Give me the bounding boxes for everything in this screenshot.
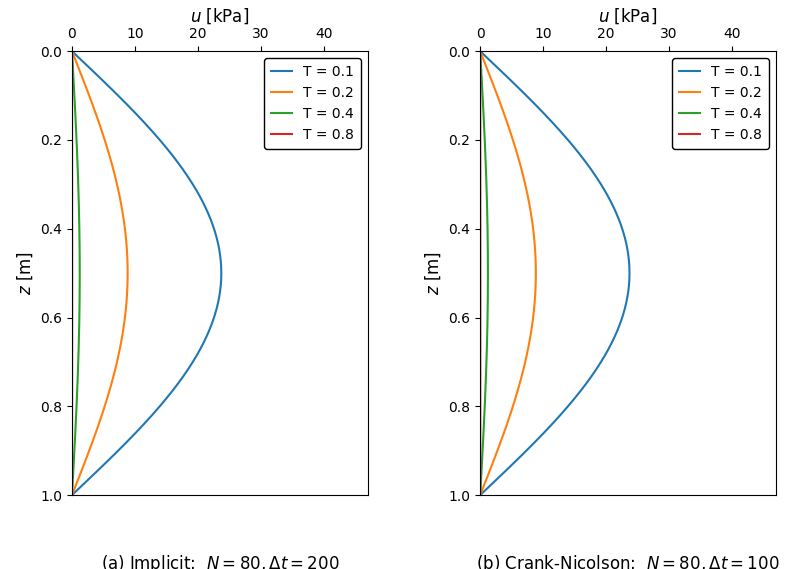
T = 0.4 — [475, 492, 485, 498]
T = 0.2 — [120, 227, 130, 234]
T = 0.2 — [488, 459, 498, 466]
T = 0.2 — [530, 242, 539, 249]
T = 0.4 — [475, 48, 485, 55]
Line: T = 0.2: T = 0.2 — [480, 51, 536, 495]
T = 0.1 — [601, 351, 610, 358]
T = 0.2 — [67, 492, 77, 498]
T = 0.2 — [114, 351, 123, 358]
T = 0.1 — [102, 459, 111, 466]
X-axis label: $u$ [kPa]: $u$ [kPa] — [598, 7, 658, 26]
T = 0.4 — [69, 459, 78, 466]
T = 0.2 — [502, 422, 511, 429]
T = 0.1 — [546, 422, 555, 429]
T = 0.4 — [482, 227, 492, 234]
Y-axis label: $z$ [m]: $z$ [m] — [15, 251, 34, 295]
T = 0.4 — [74, 227, 84, 234]
T = 0.4 — [67, 48, 77, 55]
T = 0.1 — [193, 351, 202, 358]
T = 0.4 — [482, 351, 491, 358]
Y-axis label: $z$ [m]: $z$ [m] — [423, 251, 443, 295]
T = 0.4 — [71, 422, 81, 429]
T = 0.4 — [72, 397, 82, 404]
T = 0.1 — [214, 242, 223, 249]
T = 0.8 — [475, 459, 485, 466]
T = 0.2 — [475, 492, 485, 498]
T = 0.1 — [67, 48, 77, 55]
T = 0.8 — [475, 227, 485, 234]
T = 0.4 — [74, 351, 83, 358]
T = 0.8 — [67, 459, 77, 466]
T = 0.8 — [475, 397, 485, 404]
T = 0.2 — [94, 422, 103, 429]
T = 0.1 — [210, 227, 219, 234]
T = 0.1 — [475, 48, 485, 55]
T = 0.1 — [67, 492, 77, 498]
T = 0.8 — [67, 492, 77, 498]
T = 0.2 — [80, 459, 90, 466]
T = 0.4 — [477, 459, 486, 466]
Line: T = 0.1: T = 0.1 — [480, 51, 630, 495]
T = 0.8 — [475, 242, 485, 249]
T = 0.8 — [67, 227, 77, 234]
T = 0.4 — [483, 242, 493, 249]
T = 0.4 — [480, 397, 490, 404]
T = 0.2 — [122, 242, 131, 249]
Line: T = 0.1: T = 0.1 — [72, 51, 222, 495]
T = 0.2 — [67, 48, 77, 55]
T = 0.4 — [74, 242, 84, 249]
Line: T = 0.2: T = 0.2 — [72, 51, 128, 495]
T = 0.8 — [67, 242, 77, 249]
T = 0.8 — [475, 351, 485, 358]
T = 0.1 — [622, 242, 631, 249]
T = 0.2 — [510, 397, 519, 404]
T = 0.1 — [618, 227, 627, 234]
T = 0.2 — [529, 227, 538, 234]
Legend: T = 0.1, T = 0.2, T = 0.4, T = 0.8: T = 0.1, T = 0.2, T = 0.4, T = 0.8 — [672, 58, 769, 149]
Line: T = 0.4: T = 0.4 — [72, 51, 80, 495]
T = 0.8 — [475, 492, 485, 498]
Line: T = 0.4: T = 0.4 — [480, 51, 488, 495]
T = 0.2 — [102, 397, 111, 404]
T = 0.8 — [67, 397, 77, 404]
T = 0.2 — [522, 351, 532, 358]
Title: (b) Crank-Nicolson:  $N = 80, \Delta t = 100$: (b) Crank-Nicolson: $N = 80, \Delta t = … — [476, 552, 780, 569]
Legend: T = 0.1, T = 0.2, T = 0.4, T = 0.8: T = 0.1, T = 0.2, T = 0.4, T = 0.8 — [264, 58, 361, 149]
T = 0.1 — [568, 397, 578, 404]
T = 0.4 — [479, 422, 489, 429]
T = 0.8 — [475, 48, 485, 55]
Title: (a) Implicit:  $N = 80, \Delta t = 200$: (a) Implicit: $N = 80, \Delta t = 200$ — [101, 552, 339, 569]
T = 0.8 — [67, 351, 77, 358]
X-axis label: $u$ [kPa]: $u$ [kPa] — [190, 7, 250, 26]
T = 0.1 — [475, 492, 485, 498]
T = 0.1 — [160, 397, 170, 404]
T = 0.8 — [67, 48, 77, 55]
T = 0.8 — [67, 422, 77, 429]
T = 0.2 — [475, 48, 485, 55]
T = 0.1 — [510, 459, 519, 466]
T = 0.1 — [138, 422, 147, 429]
T = 0.8 — [475, 422, 485, 429]
T = 0.4 — [67, 492, 77, 498]
